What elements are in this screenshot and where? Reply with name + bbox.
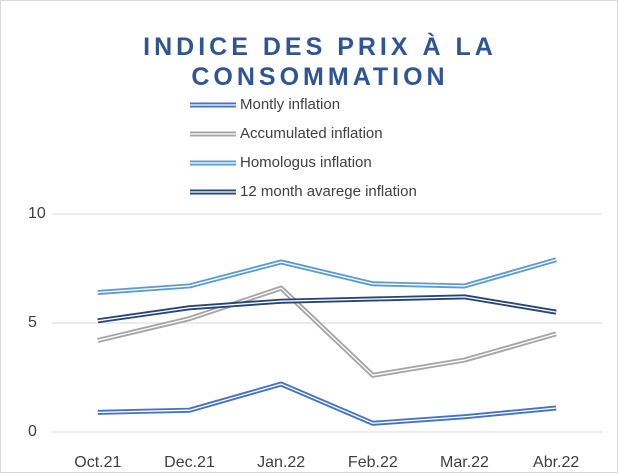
legend-label: 12 month avarege inflation — [240, 183, 417, 200]
x-tick-label: Mar.22 — [440, 454, 489, 471]
x-tick-label: Abr.22 — [533, 454, 579, 471]
chart-title: INDICE DES PRIX À LA CONSOMMATION — [143, 33, 497, 91]
series-line-gap — [97, 296, 557, 322]
x-tick-label: Dec.21 — [164, 454, 215, 471]
legend-label: Accumulated inflation — [240, 125, 383, 142]
legend-label: Montly inflation — [240, 96, 340, 113]
y-tick-label: 10 — [28, 205, 46, 222]
legend-label: Homologus inflation — [240, 154, 372, 171]
series-line-gap — [97, 287, 557, 376]
x-tick-label: Oct.21 — [74, 454, 121, 471]
x-tick-label: Jan.22 — [257, 454, 305, 471]
y-tick-label: 5 — [28, 314, 37, 331]
series-line-gap — [97, 383, 557, 424]
x-tick-label: Feb.22 — [348, 454, 398, 471]
series-line-gap — [97, 259, 557, 294]
y-tick-label: 0 — [28, 423, 37, 440]
